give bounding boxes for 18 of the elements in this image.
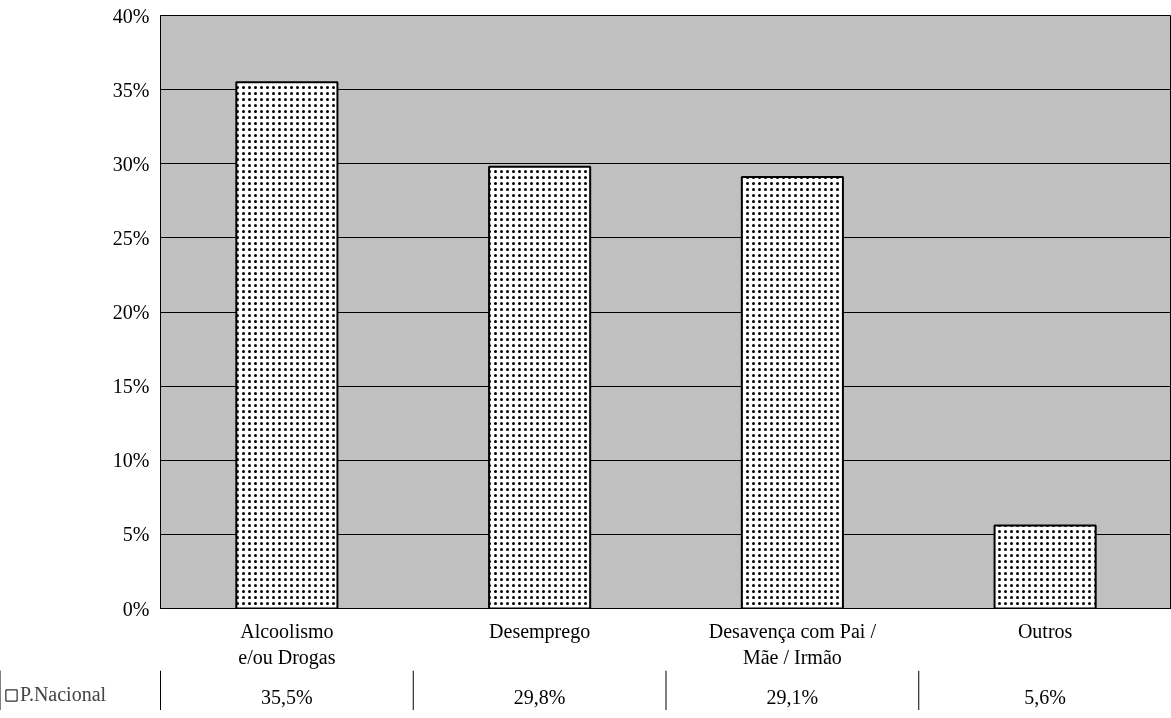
x-tick-label: Desavença com Pai / Mãe / Irmão <box>708 619 877 668</box>
y-tick-label: 25% <box>112 226 150 249</box>
y-tick-label: 15% <box>112 375 150 398</box>
legend-label: P.Nacional <box>20 683 107 706</box>
y-tick-label: 35% <box>112 78 150 101</box>
text: 5,6% <box>1024 685 1066 708</box>
y-tick-label: 5% <box>122 523 150 546</box>
x-tick-label: Desemprego <box>489 619 591 643</box>
text: 29,8% <box>513 685 566 708</box>
y-tick-label: 40% <box>112 4 150 27</box>
y-tick-label: 30% <box>112 152 150 175</box>
text: 35,5% <box>261 685 313 708</box>
x-tick-label: Alcoolismo e/ou Drogas <box>238 619 336 669</box>
text: 29,1% <box>766 685 819 708</box>
y-tick-label: 0% <box>122 597 150 620</box>
y-tick-label: 20% <box>112 301 150 323</box>
x-tick-label: Outros <box>1017 619 1073 642</box>
y-tick-label: 10% <box>112 449 150 472</box>
